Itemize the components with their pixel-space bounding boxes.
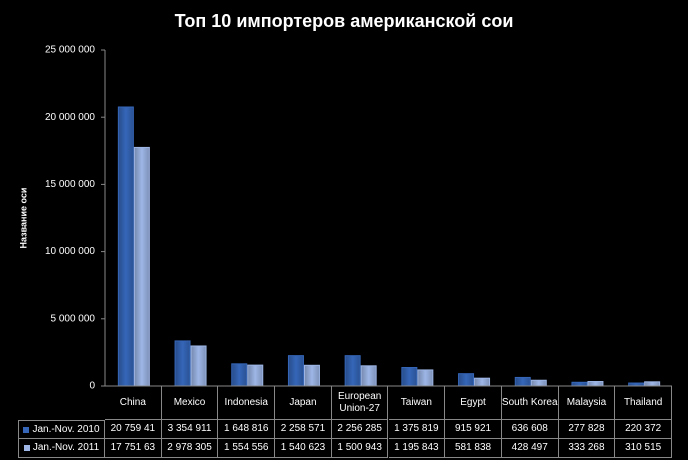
legend-swatch: [23, 445, 30, 451]
x-tick-label-text: China: [119, 396, 146, 408]
table-value: 20 759 41: [105, 420, 162, 439]
x-tick-label: Indonesia: [218, 386, 276, 420]
table-value: 2 258 571: [275, 420, 332, 439]
x-tick-label: Thailand: [615, 386, 672, 420]
bar: [303, 364, 320, 387]
bar: [117, 106, 134, 387]
bar: [401, 367, 418, 387]
x-tick-label-text: South Korea: [501, 396, 558, 408]
table-value: 1 375 819: [388, 420, 446, 439]
table-value: 636 608: [501, 420, 559, 439]
x-tick-label: Malaysia: [558, 386, 616, 420]
legend-entry-text: Jan.-Nov. 2010: [32, 423, 100, 435]
x-tick-label: Taiwan: [388, 386, 446, 420]
table-value: 310 515: [615, 439, 672, 458]
bar: [514, 376, 531, 387]
y-tick-label: 5 000 000: [51, 313, 96, 324]
bar: [287, 355, 304, 387]
table-value-text: 581 838: [454, 442, 492, 453]
x-tick-label-text: Indonesia: [224, 396, 268, 408]
table-value-text: 1 375 819: [394, 423, 439, 434]
x-tick-label-text: Malaysia: [566, 396, 607, 408]
table-value-text: 3 354 911: [167, 423, 212, 434]
x-tick-label: South Korea: [501, 386, 559, 420]
table-value-text: 2 258 571: [280, 423, 326, 434]
table-value-text: 1 500 943: [337, 442, 382, 453]
y-tick-label: 10 000 000: [45, 246, 95, 257]
table-value: 3 354 911: [161, 420, 219, 439]
x-tick-label-text: Taiwan: [400, 396, 432, 408]
table-value: 1 554 556: [218, 439, 276, 458]
table-value: 220 372: [615, 420, 672, 439]
x-tick-label-text: Mexico: [173, 396, 206, 408]
bar: [231, 363, 248, 387]
bar: [133, 146, 150, 387]
x-tick-label-text: Thailand: [623, 396, 663, 408]
table-value-text: 1 648 816: [223, 423, 269, 434]
bar: [360, 365, 377, 387]
x-tick-label-text: European Union-27: [337, 390, 382, 414]
bar: [344, 355, 361, 387]
y-tick-label: 15 000 000: [45, 179, 95, 190]
table-value: 277 828: [558, 420, 616, 439]
x-tick-label: Egypt: [445, 386, 502, 420]
x-tick-label: European Union-27: [331, 386, 389, 420]
y-tick-label: 20 000 000: [45, 112, 95, 123]
table-value: 333 268: [558, 439, 616, 458]
table-value: 428 497: [501, 439, 559, 458]
table-value-text: 17 751 63: [110, 442, 156, 453]
table-value: 1 648 816: [218, 420, 276, 439]
x-tick-label: China: [105, 386, 162, 420]
legend-swatch: [23, 426, 30, 433]
table-value-text: 277 828: [568, 423, 605, 434]
table-value: 915 921: [445, 420, 502, 439]
table-value: 1 195 843: [388, 439, 446, 458]
chart-title: Топ 10 импортеров американской сои: [175, 11, 514, 31]
bar: [474, 377, 491, 387]
table-value-text: 1 554 556: [223, 442, 269, 453]
bar: [458, 373, 475, 387]
table-value: 17 751 63: [105, 439, 162, 458]
bar: [247, 364, 264, 387]
table-value-text: 333 268: [568, 442, 605, 453]
table-value: 1 540 623: [275, 439, 332, 458]
x-tick-label: Mexico: [161, 386, 219, 420]
table-value-text: 636 608: [511, 423, 548, 434]
table-value: 2 256 285: [331, 420, 389, 439]
table-value-text: 2 978 305: [167, 442, 212, 453]
legend-entry: Jan.-Nov. 2010: [18, 420, 105, 439]
table-value: 2 978 305: [161, 439, 219, 458]
legend-entry-text: Jan.-Nov. 2011: [32, 442, 100, 453]
table-value-text: 1 540 623: [280, 442, 326, 453]
bar: [174, 340, 191, 387]
table-value-text: 220 372: [625, 423, 662, 434]
table-value-text: 20 759 41: [110, 423, 156, 434]
table-value-text: 428 497: [511, 442, 548, 453]
bar: [190, 345, 207, 387]
table-value: 581 838: [445, 439, 502, 458]
legend-entry: Jan.-Nov. 2011: [18, 439, 105, 458]
x-tick-label: Japan: [275, 386, 332, 420]
bar: [417, 369, 434, 387]
x-tick-label-text: Egypt: [460, 396, 486, 408]
table-value-text: 915 921: [454, 423, 492, 434]
table-value: 1 500 943: [331, 439, 389, 458]
table-value-text: 310 515: [625, 442, 662, 453]
y-axis-label: Название оси: [18, 188, 28, 249]
x-tick-label-text: Japan: [289, 396, 317, 408]
table-value-text: 1 195 843: [394, 442, 439, 453]
y-tick-label: 0: [89, 381, 95, 392]
y-tick-label: 25 000 000: [45, 45, 95, 56]
table-value-text: 2 256 285: [337, 423, 382, 434]
